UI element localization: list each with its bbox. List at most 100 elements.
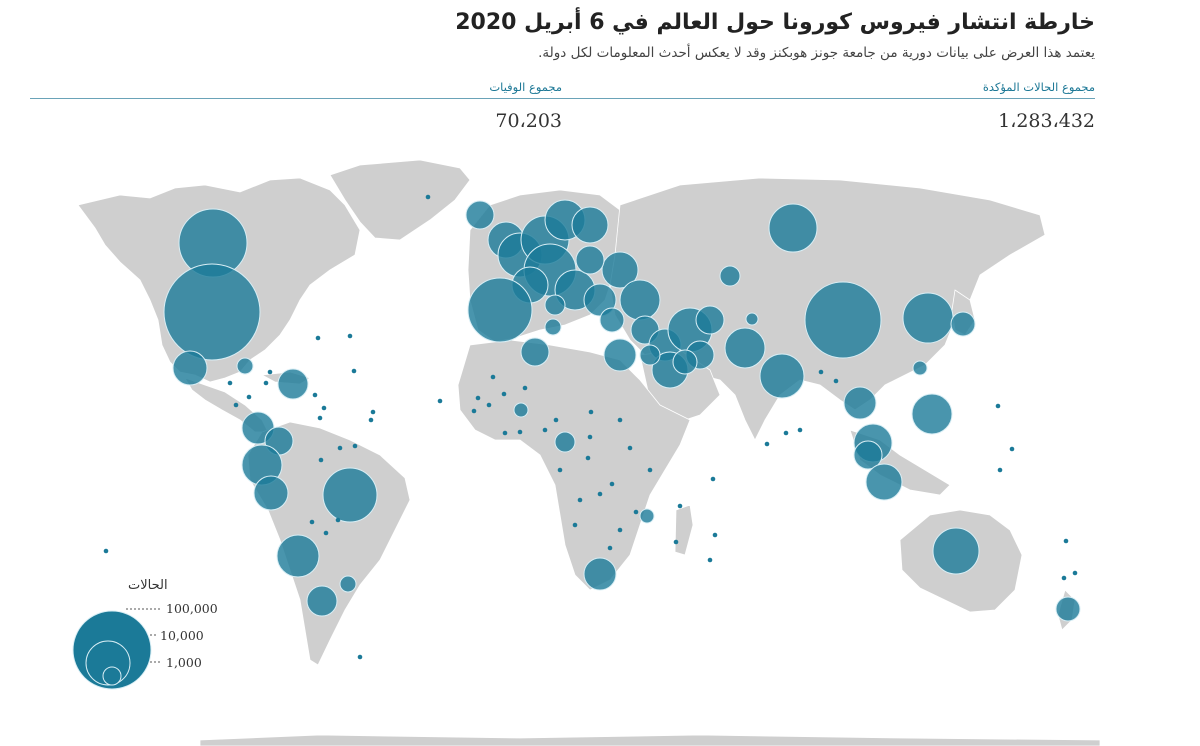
country-bubble[interactable] xyxy=(768,203,818,253)
country-dot[interactable] xyxy=(607,545,613,551)
country-bubble[interactable] xyxy=(513,402,529,418)
country-dot[interactable] xyxy=(585,455,591,461)
country-dot[interactable] xyxy=(263,380,269,386)
country-bubble[interactable] xyxy=(544,318,562,336)
country-dot[interactable] xyxy=(617,417,623,423)
country-dot[interactable] xyxy=(368,417,374,423)
country-dot[interactable] xyxy=(995,403,1001,409)
country-dot[interactable] xyxy=(797,427,803,433)
country-bubble[interactable] xyxy=(603,338,637,372)
country-dot[interactable] xyxy=(233,402,239,408)
country-dot[interactable] xyxy=(609,481,615,487)
country-bubble[interactable] xyxy=(911,393,953,435)
country-dot[interactable] xyxy=(557,467,563,473)
country-bubble[interactable] xyxy=(724,327,766,369)
country-dot[interactable] xyxy=(337,445,343,451)
country-bubble[interactable] xyxy=(575,245,605,275)
country-dot[interactable] xyxy=(587,434,593,440)
country-dot[interactable] xyxy=(833,378,839,384)
country-bubble[interactable] xyxy=(571,206,609,244)
country-bubble[interactable] xyxy=(601,251,639,289)
country-dot[interactable] xyxy=(542,427,548,433)
country-dot[interactable] xyxy=(347,333,353,339)
country-dot[interactable] xyxy=(588,409,594,415)
country-bubble[interactable] xyxy=(253,475,289,511)
country-bubble[interactable] xyxy=(932,527,980,575)
country-dot[interactable] xyxy=(712,532,718,538)
country-bubble[interactable] xyxy=(843,386,877,420)
country-dot[interactable] xyxy=(352,443,358,449)
country-dot[interactable] xyxy=(335,517,341,523)
country-dot[interactable] xyxy=(351,368,357,374)
country-dot[interactable] xyxy=(227,380,233,386)
country-dot[interactable] xyxy=(997,467,1003,473)
country-bubble[interactable] xyxy=(599,307,625,333)
country-dot[interactable] xyxy=(673,539,679,545)
country-dot[interactable] xyxy=(710,476,716,482)
country-bubble[interactable] xyxy=(465,200,495,230)
country-dot[interactable] xyxy=(707,557,713,563)
country-bubble[interactable] xyxy=(1055,596,1081,622)
country-bubble[interactable] xyxy=(172,350,208,386)
country-bubble[interactable] xyxy=(639,344,661,366)
country-bubble[interactable] xyxy=(902,292,954,344)
country-dot[interactable] xyxy=(818,369,824,375)
country-dot[interactable] xyxy=(357,654,363,660)
country-bubble[interactable] xyxy=(950,311,976,337)
country-dot[interactable] xyxy=(1061,575,1067,581)
country-dot[interactable] xyxy=(597,491,603,497)
country-bubble[interactable] xyxy=(639,508,655,524)
country-bubble[interactable] xyxy=(804,281,882,359)
country-dot[interactable] xyxy=(1009,446,1015,452)
country-bubble[interactable] xyxy=(745,312,759,326)
country-dot[interactable] xyxy=(764,441,770,447)
country-dot[interactable] xyxy=(323,530,329,536)
country-dot[interactable] xyxy=(633,509,639,515)
country-bubble[interactable] xyxy=(554,431,576,453)
country-bubble[interactable] xyxy=(163,263,261,361)
country-dot[interactable] xyxy=(783,430,789,436)
country-bubble[interactable] xyxy=(544,294,566,316)
country-dot[interactable] xyxy=(490,374,496,380)
country-dot[interactable] xyxy=(502,430,508,436)
country-bubble[interactable] xyxy=(853,440,883,470)
country-bubble[interactable] xyxy=(520,337,550,367)
country-dot[interactable] xyxy=(318,457,324,463)
country-dot[interactable] xyxy=(312,392,318,398)
country-dot[interactable] xyxy=(627,445,633,451)
country-dot[interactable] xyxy=(437,398,443,404)
country-bubble[interactable] xyxy=(276,534,320,578)
country-dot[interactable] xyxy=(1072,570,1078,576)
country-dot[interactable] xyxy=(486,402,492,408)
country-dot[interactable] xyxy=(677,503,683,509)
country-bubble[interactable] xyxy=(672,349,698,375)
country-dot[interactable] xyxy=(1063,538,1069,544)
country-dot[interactable] xyxy=(267,369,273,375)
country-dot[interactable] xyxy=(370,409,376,415)
country-dot[interactable] xyxy=(246,394,252,400)
country-bubble[interactable] xyxy=(277,368,309,400)
country-bubble[interactable] xyxy=(912,360,928,376)
country-bubble[interactable] xyxy=(583,283,617,317)
country-dot[interactable] xyxy=(475,395,481,401)
country-bubble[interactable] xyxy=(467,277,533,343)
country-bubble[interactable] xyxy=(865,463,903,501)
country-dot[interactable] xyxy=(321,405,327,411)
country-dot[interactable] xyxy=(617,527,623,533)
country-bubble[interactable] xyxy=(322,467,378,523)
country-dot[interactable] xyxy=(647,467,653,473)
country-bubble[interactable] xyxy=(695,305,725,335)
country-dot[interactable] xyxy=(522,385,528,391)
country-bubble[interactable] xyxy=(619,279,661,321)
country-bubble[interactable] xyxy=(236,357,254,375)
country-bubble[interactable] xyxy=(719,265,741,287)
country-bubble[interactable] xyxy=(583,557,617,591)
country-dot[interactable] xyxy=(471,408,477,414)
country-dot[interactable] xyxy=(309,519,315,525)
country-bubble[interactable] xyxy=(306,585,338,617)
country-bubble[interactable] xyxy=(759,353,805,399)
country-dot[interactable] xyxy=(315,335,321,341)
country-dot[interactable] xyxy=(317,415,323,421)
country-dot[interactable] xyxy=(425,194,431,200)
country-dot[interactable] xyxy=(553,417,559,423)
